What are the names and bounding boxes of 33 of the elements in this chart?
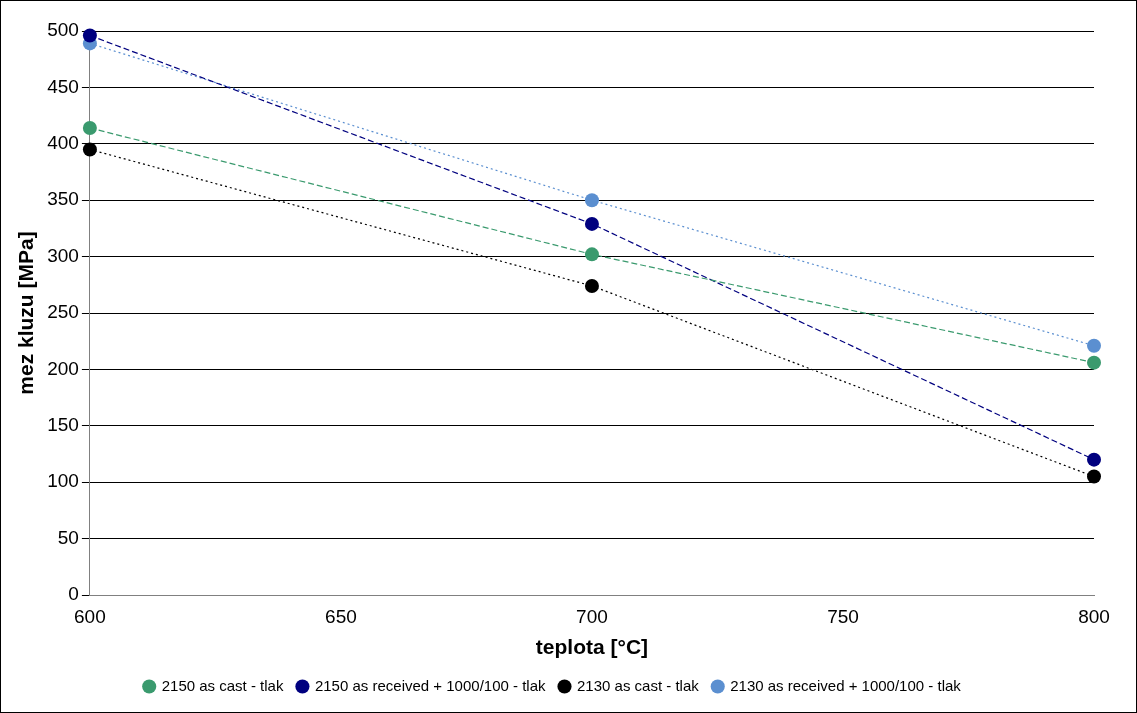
point: [82, 28, 97, 43]
point: [584, 278, 599, 293]
legend-label: 2150 as received + 1000/100 - tlak: [314, 676, 546, 694]
x-axis-title: teplota [°C]: [535, 635, 649, 659]
y-tick-label: 300: [47, 244, 79, 266]
point: [82, 121, 97, 136]
point: [584, 247, 599, 262]
point: [82, 142, 97, 157]
x-tick-label: 600: [74, 605, 106, 627]
y-tick-label: 250: [47, 301, 79, 323]
x-tick-label: 800: [1078, 605, 1110, 627]
legend-label: 2150 as cast - tlak: [161, 676, 284, 694]
y-tick-label: 400: [47, 132, 79, 154]
point: [1087, 469, 1101, 484]
y-tick-label: 0: [68, 583, 79, 605]
y-axis-title: mez kluzu [MPa]: [14, 231, 38, 395]
y-tick-label: 500: [47, 19, 79, 41]
point: [584, 193, 599, 208]
point: [1087, 355, 1101, 370]
x-tick-label: 650: [325, 605, 357, 627]
point: [1087, 338, 1101, 353]
y-tick-label: 50: [57, 526, 79, 548]
y-tick-label: 150: [47, 414, 79, 436]
x-tick-label: 750: [827, 605, 859, 627]
y-tick-label: 100: [47, 470, 79, 492]
point: [1087, 452, 1101, 467]
point: [584, 216, 599, 231]
y-tick-label: 200: [47, 357, 79, 379]
x-tick-label: 700: [576, 605, 608, 627]
legend-label: 2130 as cast - tlak: [577, 676, 700, 694]
y-tick-label: 450: [47, 75, 79, 97]
legend-label: 2130 as received + 1000/100 - tlak: [730, 676, 962, 694]
y-tick-label: 350: [47, 188, 79, 210]
